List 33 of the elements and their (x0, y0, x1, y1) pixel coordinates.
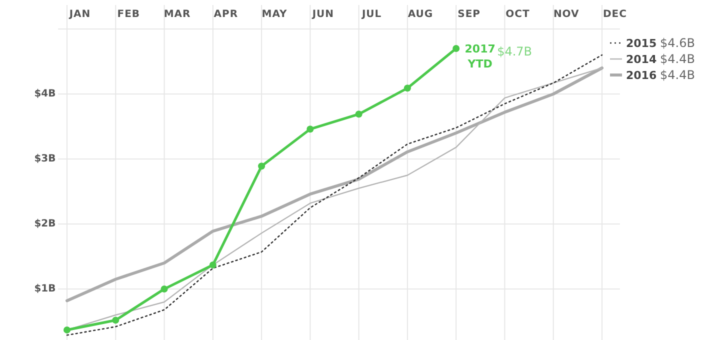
x-tick-label: FEB (117, 9, 140, 20)
legend-label: 2016 (626, 69, 657, 82)
y-tick-label: $1B (34, 284, 56, 295)
y-tick-label: $2B (34, 218, 56, 230)
x-tick-label: APR (214, 9, 238, 20)
x-tick-label: NOV (553, 9, 580, 20)
x-tick-label: JUN (311, 9, 334, 20)
x-tick-label: MAY (262, 9, 288, 20)
point (355, 110, 362, 118)
annotation: $4.7B (497, 44, 532, 58)
text: $4.6B (660, 36, 695, 50)
point (64, 326, 70, 334)
point (258, 162, 266, 170)
x-tick-label: JAN (68, 9, 91, 20)
series-label: 2017 YTD (464, 42, 496, 70)
point (306, 126, 314, 133)
point (209, 261, 216, 268)
y-tick-label: $3B (34, 154, 56, 165)
x-tick-label: SEP (458, 9, 481, 20)
text: $4.4B (660, 52, 695, 66)
point (112, 316, 120, 324)
x-tick-label: MAR (164, 9, 191, 20)
y-tick-label: $4B (34, 88, 56, 100)
x-tick-label: DEC (603, 9, 627, 20)
point (160, 286, 168, 292)
legend-label: 2015 (626, 37, 657, 50)
point (452, 45, 460, 52)
x-tick-label: OCT (506, 9, 530, 20)
text: $4.4B (660, 68, 695, 82)
x-tick-label: JUL (360, 9, 382, 20)
x-tick-label: AUG (408, 9, 434, 20)
point (404, 84, 411, 92)
legend-label: 2014 (626, 53, 657, 66)
